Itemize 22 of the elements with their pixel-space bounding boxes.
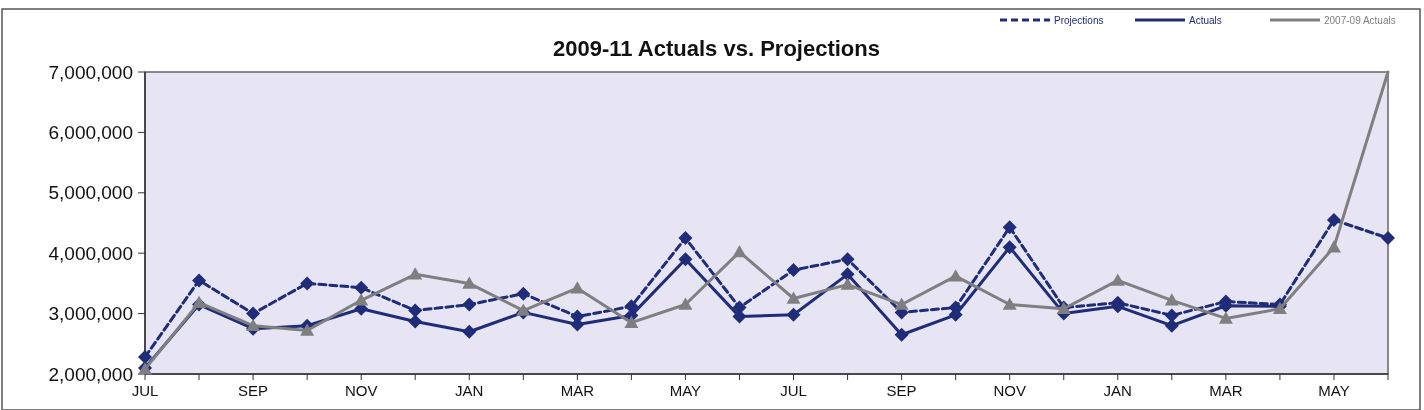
x-tick-label: JAN [1103,382,1132,399]
x-tick-label: JUL [131,382,159,399]
x-tick-label: MAY [1318,382,1350,399]
y-tick-label: 7,000,000 [48,61,133,83]
y-tick-label: 6,000,000 [48,122,133,144]
x-tick-label: SEP [886,382,917,399]
legend-label: 2007-09 Actuals [1324,14,1396,26]
y-tick-label: 2,000,000 [48,363,133,385]
y-tick-label: 5,000,000 [48,182,133,204]
y-tick-label: 3,000,000 [48,303,133,325]
y-tick-label: 4,000,000 [48,242,133,264]
x-tick-label: MAR [1209,382,1243,399]
chart-title: 2009-11 Actuals vs. Projections [553,36,880,61]
x-tick-label: MAR [560,382,595,399]
x-tick-label: NOV [344,382,378,399]
x-tick-label: NOV [993,382,1026,399]
x-tick-label: SEP [238,382,269,399]
legend-label: Actuals [1189,14,1222,26]
legend-label: Projections [1054,14,1104,26]
x-tick-label: JAN [455,382,484,399]
x-tick-label: JUL [780,382,807,399]
x-tick-label: MAY [669,382,702,399]
